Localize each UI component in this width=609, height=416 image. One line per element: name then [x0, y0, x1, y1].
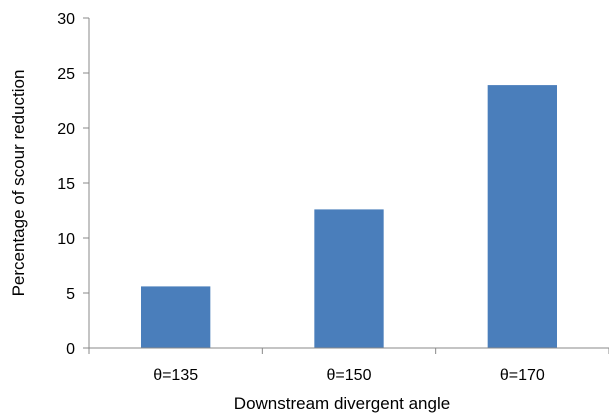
bars: [141, 85, 557, 348]
bar: [487, 85, 557, 348]
x-category-label: θ=150: [327, 367, 372, 384]
bar: [141, 286, 211, 348]
y-tick-label: 5: [66, 286, 75, 303]
y-tick-label: 15: [57, 176, 75, 193]
y-axis-ticks: 0 5 10 15 20 25 30: [57, 11, 89, 358]
x-category-label: θ=135: [153, 367, 198, 384]
y-tick-label: 10: [57, 231, 75, 248]
x-category-label: θ=170: [500, 367, 545, 384]
y-tick-label: 25: [57, 66, 75, 83]
x-axis-category-labels: θ=135 θ=150 θ=170: [153, 367, 545, 384]
y-tick-label: 30: [57, 11, 75, 28]
x-axis-ticks: [88, 348, 609, 354]
x-axis-title: Downstream divergent angle: [234, 394, 450, 413]
y-axis-title: Percentage of scour reduction: [9, 70, 28, 297]
bar: [314, 209, 384, 348]
y-tick-label: 0: [66, 341, 75, 358]
y-tick-label: 20: [57, 121, 75, 138]
